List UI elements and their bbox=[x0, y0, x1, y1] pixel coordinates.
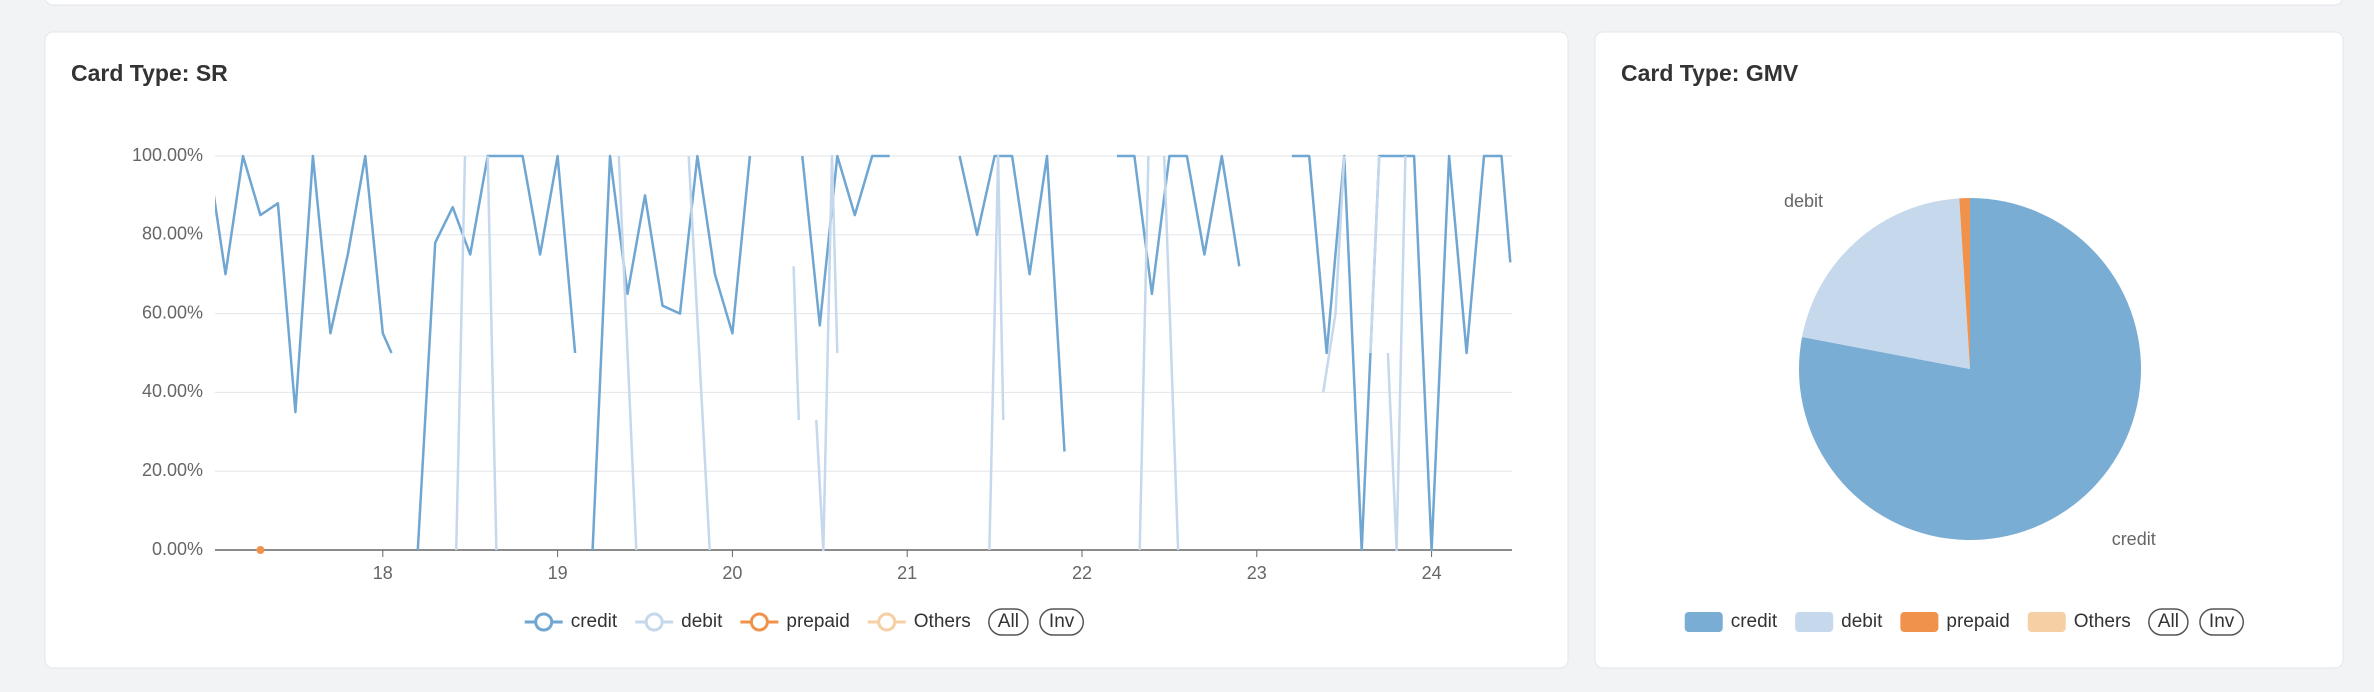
legend-button-label[interactable]: All bbox=[2158, 611, 2179, 632]
x-tick-label: 23 bbox=[1247, 563, 1267, 583]
legend-swatch bbox=[1684, 612, 1723, 632]
legend-swatch bbox=[1795, 612, 1834, 632]
y-tick-label: 0.00% bbox=[152, 539, 203, 559]
legend-swatch bbox=[877, 612, 897, 632]
x-tick-label: 21 bbox=[897, 563, 917, 583]
pie-label: credit bbox=[2112, 529, 2156, 549]
y-tick-label: 20.00% bbox=[142, 460, 203, 480]
pie-slice bbox=[1799, 198, 2142, 540]
x-tick-label: 20 bbox=[722, 563, 742, 583]
x-tick-label: 22 bbox=[1072, 563, 1092, 583]
card-title: Card Type: GMV bbox=[1621, 60, 1799, 86]
card-title: Card Type: SR bbox=[71, 60, 228, 86]
legend-label[interactable]: credit bbox=[1731, 611, 1778, 632]
legend-button-label[interactable]: Inv bbox=[1049, 611, 1075, 632]
legend-swatch bbox=[749, 612, 769, 632]
legend-swatch bbox=[534, 612, 554, 632]
y-tick-label: 100.00% bbox=[132, 145, 203, 165]
legend-label[interactable]: prepaid bbox=[1946, 611, 2009, 632]
legend-swatch bbox=[1900, 612, 1939, 632]
legend-button-label[interactable]: Inv bbox=[2209, 611, 2235, 632]
legend-swatch bbox=[644, 612, 664, 632]
y-tick-label: 60.00% bbox=[142, 302, 203, 322]
legend-button[interactable] bbox=[988, 608, 1029, 636]
pie-slice bbox=[1802, 198, 1970, 369]
series-point bbox=[256, 546, 265, 554]
pie-label: debit bbox=[1784, 191, 1823, 211]
x-tick-label: 24 bbox=[1422, 563, 1442, 583]
series-line bbox=[454, 154, 1407, 552]
x-tick-label: 19 bbox=[548, 563, 568, 583]
series-line bbox=[215, 154, 1512, 552]
pie-slice bbox=[1959, 198, 1970, 369]
legend-button[interactable] bbox=[2199, 608, 2245, 636]
card-above bbox=[45, 0, 2343, 6]
legend-button[interactable] bbox=[2148, 608, 2189, 636]
y-tick-label: 40.00% bbox=[142, 381, 203, 401]
legend-label[interactable]: Others bbox=[914, 611, 971, 632]
legend-label[interactable]: debit bbox=[1841, 611, 1883, 632]
legend-label[interactable]: debit bbox=[681, 611, 723, 632]
y-tick-label: 80.00% bbox=[142, 224, 203, 244]
x-tick-label: 18 bbox=[373, 563, 393, 583]
legend-button-label[interactable]: All bbox=[998, 611, 1019, 632]
legend-label[interactable]: Others bbox=[2074, 611, 2131, 632]
card bbox=[44, 31, 1569, 669]
legend-label[interactable]: credit bbox=[571, 611, 618, 632]
legend-button[interactable] bbox=[1039, 608, 1085, 636]
legend-swatch bbox=[2027, 612, 2066, 632]
legend-label[interactable]: prepaid bbox=[786, 611, 849, 632]
